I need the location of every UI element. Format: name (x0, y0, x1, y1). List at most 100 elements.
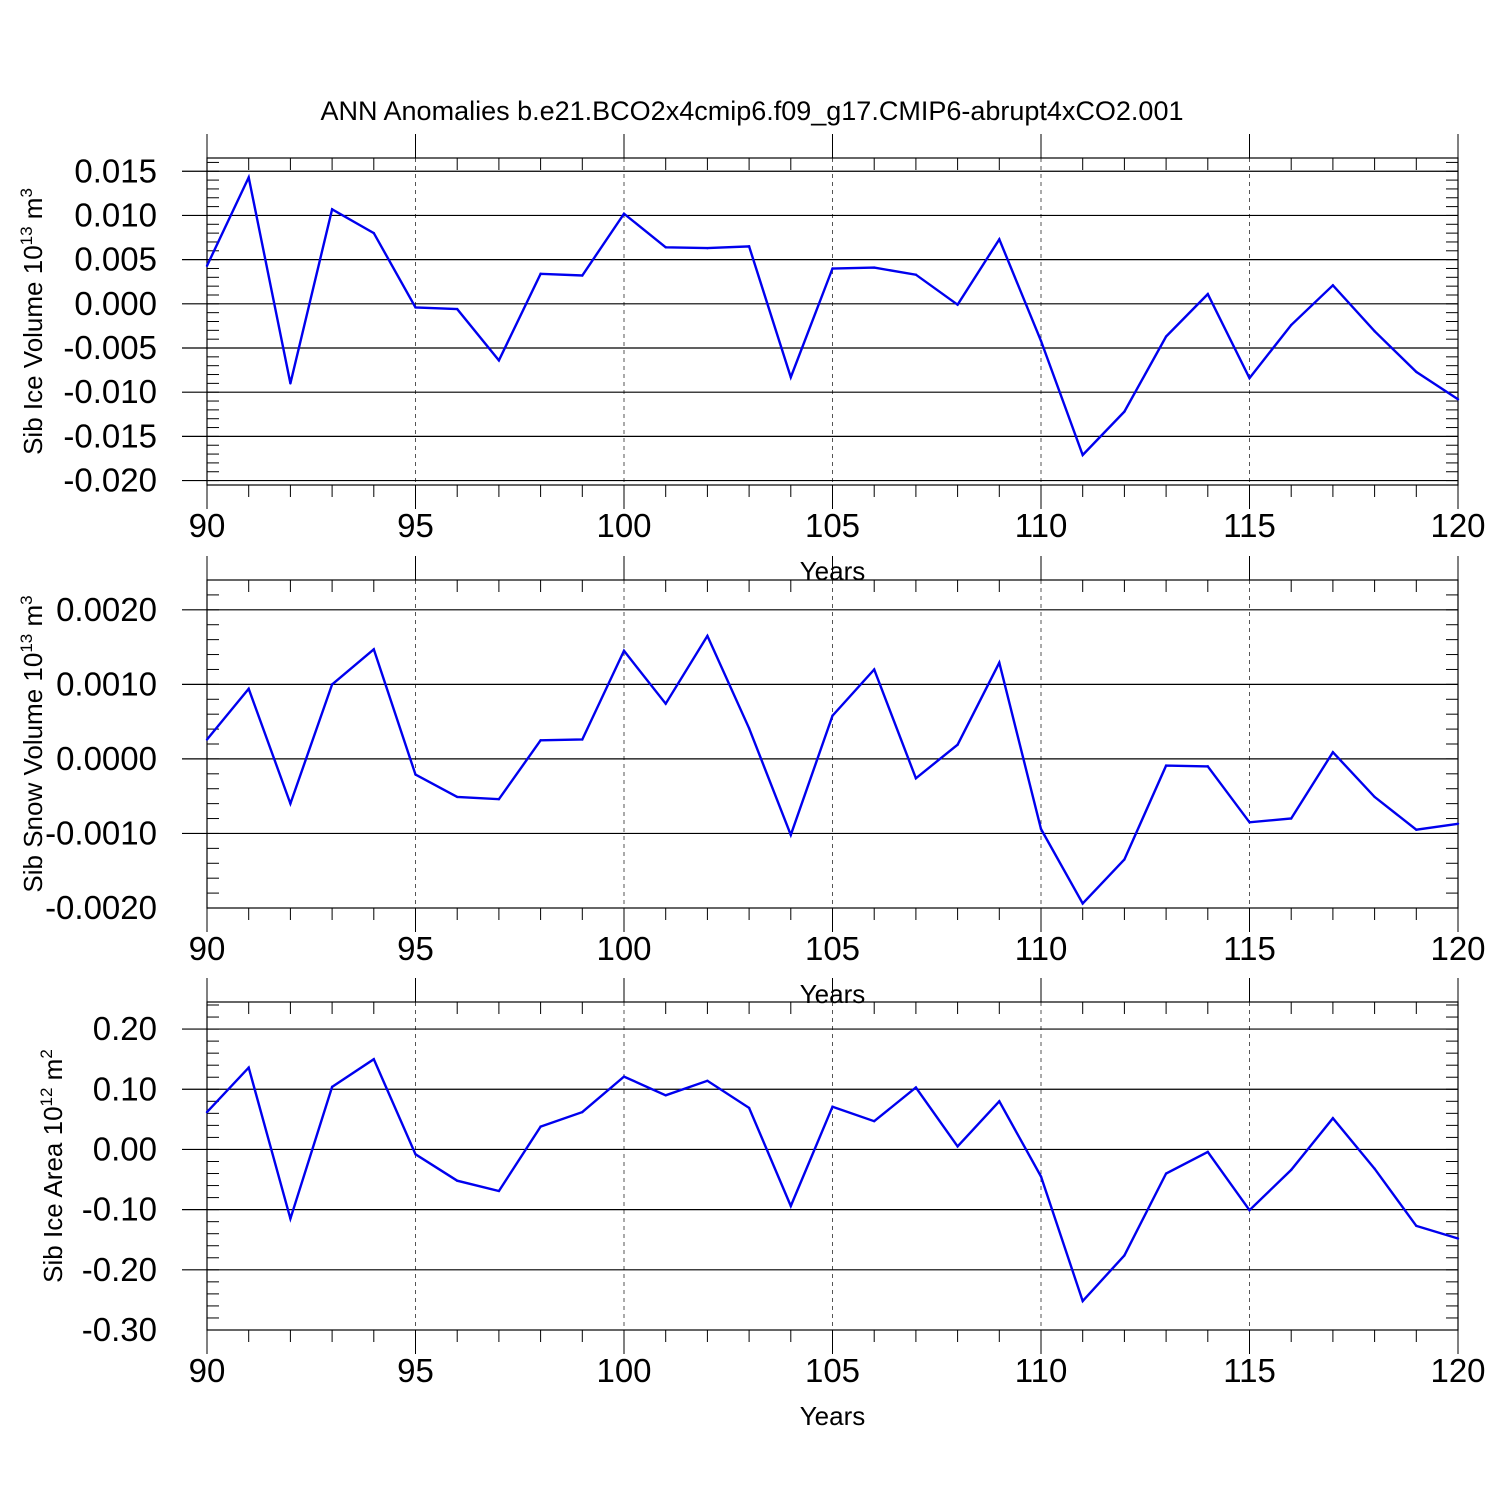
data-point (1373, 330, 1376, 333)
data-point (497, 359, 501, 362)
y-tick-label: 0.010 (74, 196, 157, 233)
data-point (1456, 822, 1460, 825)
data-point (1290, 817, 1293, 820)
y-tick-label: 0.0020 (56, 591, 157, 628)
data-point (1331, 284, 1335, 287)
data-point (622, 1075, 626, 1078)
data-point (873, 1119, 876, 1123)
data-point (664, 246, 667, 249)
y-axis-title-text: Sib Ice Volume 10 (18, 245, 48, 455)
y-tick-label: -0.0020 (45, 889, 157, 926)
data-point (1081, 1299, 1084, 1303)
x-tick-label: 95 (397, 930, 434, 967)
x-tick-label: 110 (1015, 1352, 1068, 1389)
data-point (1081, 902, 1084, 905)
data-point (497, 1189, 501, 1193)
data-point (289, 1217, 292, 1220)
data-point (330, 208, 334, 211)
data-point (581, 738, 584, 741)
data-point (914, 1086, 918, 1089)
y-tick-label: -0.020 (63, 462, 157, 499)
panel-sib-ice-volume: 0.015 0.010 0.005 0.000 -0.005 -0.010 -0.015 -0… (17, 134, 1486, 586)
data-point (247, 176, 250, 179)
data-point (706, 634, 709, 638)
data-point (956, 303, 959, 306)
data-point (330, 1085, 334, 1089)
data-point (1331, 1116, 1335, 1120)
data-point (873, 266, 876, 269)
data-point (247, 687, 250, 691)
data-point (456, 795, 459, 799)
data-point (747, 245, 751, 248)
y-tick-label: -0.015 (63, 417, 157, 454)
y-tick-label: 0.20 (93, 1010, 157, 1047)
data-point (1164, 764, 1168, 767)
data-point (372, 231, 375, 235)
y-tick-label: 0.0010 (56, 665, 157, 702)
panel-sib-snow-volume: 0.0020 0.0010 0.0000 -0.0010 -0.0020 90 95 100 1… (17, 556, 1486, 1009)
data-point (1164, 1172, 1168, 1175)
data-point (205, 1110, 209, 1114)
data-point (289, 382, 292, 385)
y-tick-label: 0.0000 (56, 740, 157, 777)
data-point (1039, 827, 1043, 831)
data-point (1456, 398, 1460, 401)
x-tick-label: 115 (1223, 930, 1276, 967)
data-point (581, 1110, 584, 1114)
data-point (747, 1106, 751, 1110)
x-tick-label: 105 (805, 930, 860, 967)
data-point (664, 702, 667, 705)
y-tick-label: -0.30 (82, 1311, 157, 1348)
data-point (831, 267, 834, 270)
x-tick-label: 120 (1430, 930, 1485, 967)
y-axis-title-unit-exponent: 3 (17, 188, 36, 197)
data-point (414, 1153, 417, 1156)
data-point (789, 1204, 792, 1208)
y-tick-label: -0.0010 (45, 814, 157, 851)
y-axis-title-text: Sib Ice Area 10 (38, 1106, 68, 1282)
data-series-line (205, 173, 1459, 458)
y-axis-title-exponent: 12 (37, 1088, 56, 1107)
x-tick-label: 115 (1223, 1352, 1276, 1389)
data-point (998, 238, 1001, 241)
data-point (873, 668, 876, 671)
data-point (706, 1079, 709, 1083)
y-tick-label: -0.005 (63, 329, 157, 366)
data-point (998, 1100, 1001, 1103)
data-point (414, 306, 417, 309)
plot-frame (206, 157, 1459, 486)
x-tick-label: 120 (1430, 1352, 1485, 1389)
data-point (1123, 1254, 1126, 1257)
data-point (956, 1145, 959, 1148)
data-point (1248, 376, 1251, 380)
data-point (539, 272, 542, 275)
data-point (914, 777, 918, 780)
x-tick-label: 90 (189, 1352, 226, 1389)
data-point (581, 274, 584, 277)
data-point (1206, 765, 1210, 768)
y-tick-label: 0.00 (93, 1130, 157, 1167)
data-point (497, 797, 501, 801)
y-tick-label: 0.10 (93, 1070, 157, 1107)
y-axis-title-text: Sib Snow Volume 10 (18, 653, 48, 893)
y-axis-title-unit-exponent: 3 (17, 595, 36, 604)
data-point (706, 246, 709, 250)
data-point (456, 307, 459, 311)
data-point (622, 212, 626, 215)
data-point (1290, 1168, 1293, 1172)
data-point (1373, 1167, 1376, 1170)
data-point (372, 648, 375, 651)
panels: 0.015 0.010 0.005 0.000 -0.005 -0.010 -0.015 -0… (17, 134, 1486, 1431)
x-tick-label: 105 (805, 507, 860, 544)
data-point (1290, 323, 1293, 327)
data-point (1039, 1175, 1043, 1178)
y-axis-title: Sib Snow Volume 1013 m3 (17, 595, 48, 892)
y-tick-label: 0.000 (74, 285, 157, 322)
data-point (831, 1105, 834, 1108)
data-point (414, 773, 417, 776)
data-point (914, 273, 918, 276)
data-point (1248, 821, 1251, 824)
y-axis-title: Sib Ice Area 1012 m2 (37, 1049, 68, 1283)
data-point (998, 661, 1001, 664)
data-point (205, 738, 209, 741)
